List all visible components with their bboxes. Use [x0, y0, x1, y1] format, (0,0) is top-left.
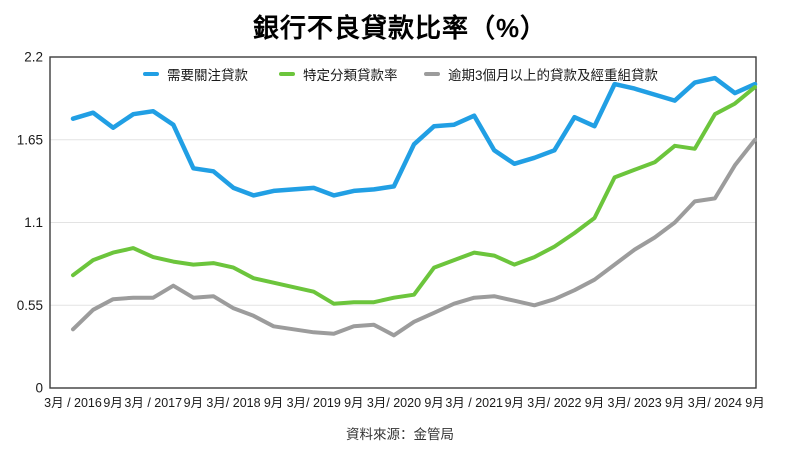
x-tick-label: 3月 / 2016	[44, 396, 102, 410]
series-line-0	[70, 75, 758, 198]
x-tick-label: 9月	[103, 396, 122, 410]
x-tick-label: 3月/ 2023	[608, 396, 662, 410]
x-tick-label: 9月	[184, 396, 203, 410]
chart-title: 銀行不良貸款比率（%）	[252, 13, 548, 43]
y-tick-label: 1.65	[17, 132, 43, 147]
x-tick-label: 9月	[505, 396, 524, 410]
x-tick-label: 9月	[264, 396, 283, 410]
series-line-2	[71, 137, 757, 338]
y-tick-label: 0	[35, 381, 43, 396]
series-line-1	[71, 85, 757, 306]
x-tick-label: 3月/ 2020	[367, 396, 421, 410]
x-tick-label: 9月	[745, 396, 764, 410]
x-tick-label: 3月/ 2019	[287, 396, 341, 410]
y-tick-label: 2.2	[24, 50, 43, 65]
x-tick-label: 3月 / 2021	[445, 396, 503, 410]
x-tick-label: 3月/ 2024	[688, 396, 742, 410]
x-tick-label: 9月	[585, 396, 604, 410]
x-tick-label: 3月/ 2018	[206, 396, 260, 410]
y-tick-label: 1.1	[24, 215, 43, 230]
y-tick-label: 0.55	[17, 298, 43, 313]
x-tick-label: 3月/ 2022	[527, 396, 581, 410]
x-tick-label: 9月	[424, 396, 443, 410]
plot-border	[49, 56, 757, 389]
source-note: 資料來源：金管局	[346, 427, 454, 442]
x-tick-label: 3月 / 2017	[124, 396, 182, 410]
x-tick-label: 9月	[665, 396, 684, 410]
x-tick-label: 9月	[344, 396, 363, 410]
